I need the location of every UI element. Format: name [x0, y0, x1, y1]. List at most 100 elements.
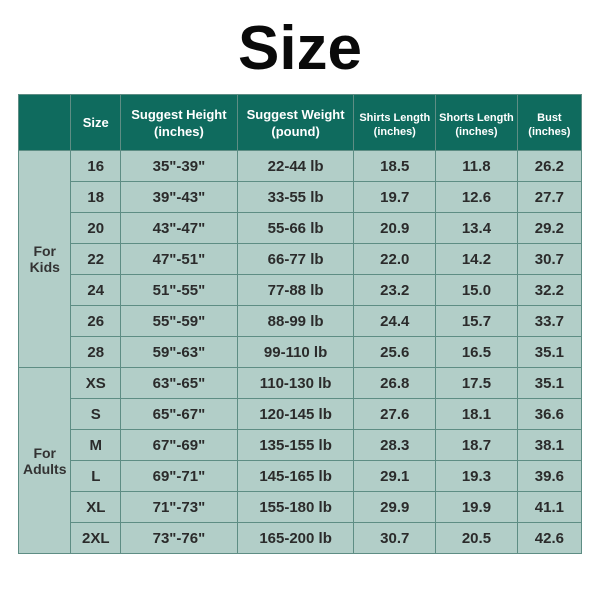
cell-shirts: 30.7	[354, 523, 436, 554]
cell-bust: 35.1	[517, 368, 581, 399]
column-header-shorts: Shorts Length(inches)	[436, 95, 518, 151]
cell-shorts: 18.7	[436, 430, 518, 461]
cell-weight: 145-165 lb	[237, 461, 354, 492]
cell-weight: 99-110 lb	[237, 337, 354, 368]
cell-shirts: 27.6	[354, 399, 436, 430]
cell-height: 69"-71"	[121, 461, 238, 492]
cell-weight: 120-145 lb	[237, 399, 354, 430]
cell-size: 26	[71, 306, 121, 337]
cell-size: 2XL	[71, 523, 121, 554]
cell-height: 73"-76"	[121, 523, 238, 554]
cell-bust: 35.1	[517, 337, 581, 368]
table-row: L69"-71"145-165 lb29.119.339.6	[19, 461, 582, 492]
table-row: 2XL73"-76"165-200 lb30.720.542.6	[19, 523, 582, 554]
cell-size: S	[71, 399, 121, 430]
cell-shirts: 20.9	[354, 213, 436, 244]
cell-shorts: 19.3	[436, 461, 518, 492]
table-row: 1839"-43"33-55 lb19.712.627.7	[19, 182, 582, 213]
cell-shirts: 28.3	[354, 430, 436, 461]
cell-weight: 165-200 lb	[237, 523, 354, 554]
cell-height: 67"-69"	[121, 430, 238, 461]
cell-weight: 55-66 lb	[237, 213, 354, 244]
cell-height: 43"-47"	[121, 213, 238, 244]
cell-weight: 135-155 lb	[237, 430, 354, 461]
cell-bust: 36.6	[517, 399, 581, 430]
cell-size: 22	[71, 244, 121, 275]
cell-weight: 88-99 lb	[237, 306, 354, 337]
cell-height: 63"-65"	[121, 368, 238, 399]
cell-size: 24	[71, 275, 121, 306]
table-row: 2247"-51"66-77 lb22.014.230.7	[19, 244, 582, 275]
table-row: ForKids1635"-39"22-44 lb18.511.826.2	[19, 151, 582, 182]
cell-shorts: 17.5	[436, 368, 518, 399]
cell-weight: 155-180 lb	[237, 492, 354, 523]
cell-height: 39"-43"	[121, 182, 238, 213]
cell-size: M	[71, 430, 121, 461]
cell-weight: 77-88 lb	[237, 275, 354, 306]
page-title: Size	[0, 0, 600, 94]
cell-shirts: 25.6	[354, 337, 436, 368]
cell-bust: 42.6	[517, 523, 581, 554]
cell-size: 28	[71, 337, 121, 368]
cell-shorts: 20.5	[436, 523, 518, 554]
group-label: ForKids	[19, 151, 71, 368]
cell-shorts: 18.1	[436, 399, 518, 430]
cell-weight: 22-44 lb	[237, 151, 354, 182]
cell-shorts: 12.6	[436, 182, 518, 213]
cell-shorts: 15.0	[436, 275, 518, 306]
cell-size: L	[71, 461, 121, 492]
table-row: 2451"-55"77-88 lb23.215.032.2	[19, 275, 582, 306]
cell-size: XL	[71, 492, 121, 523]
cell-bust: 26.2	[517, 151, 581, 182]
table-row: S65"-67"120-145 lb27.618.136.6	[19, 399, 582, 430]
cell-shorts: 16.5	[436, 337, 518, 368]
cell-size: XS	[71, 368, 121, 399]
cell-weight: 66-77 lb	[237, 244, 354, 275]
column-header-height: Suggest Height(inches)	[121, 95, 238, 151]
cell-height: 65"-67"	[121, 399, 238, 430]
cell-height: 47"-51"	[121, 244, 238, 275]
cell-bust: 38.1	[517, 430, 581, 461]
cell-shirts: 18.5	[354, 151, 436, 182]
cell-weight: 33-55 lb	[237, 182, 354, 213]
cell-bust: 29.2	[517, 213, 581, 244]
cell-height: 51"-55"	[121, 275, 238, 306]
cell-shirts: 29.9	[354, 492, 436, 523]
cell-shorts: 11.8	[436, 151, 518, 182]
cell-shirts: 26.8	[354, 368, 436, 399]
cell-size: 16	[71, 151, 121, 182]
cell-shorts: 15.7	[436, 306, 518, 337]
cell-shorts: 14.2	[436, 244, 518, 275]
table-row: XL71"-73"155-180 lb29.919.941.1	[19, 492, 582, 523]
cell-shirts: 22.0	[354, 244, 436, 275]
column-header-size: Size	[71, 95, 121, 151]
size-chart-table: SizeSuggest Height(inches)Suggest Weight…	[18, 94, 582, 554]
cell-weight: 110-130 lb	[237, 368, 354, 399]
cell-bust: 33.7	[517, 306, 581, 337]
table-row: 2655"-59"88-99 lb24.415.733.7	[19, 306, 582, 337]
cell-size: 18	[71, 182, 121, 213]
table-row: 2859"-63"99-110 lb25.616.535.1	[19, 337, 582, 368]
cell-shirts: 19.7	[354, 182, 436, 213]
cell-height: 55"-59"	[121, 306, 238, 337]
table-row: 2043"-47"55-66 lb20.913.429.2	[19, 213, 582, 244]
size-chart-container: SizeSuggest Height(inches)Suggest Weight…	[0, 94, 600, 600]
cell-bust: 27.7	[517, 182, 581, 213]
column-header-weight: Suggest Weight(pound)	[237, 95, 354, 151]
cell-size: 20	[71, 213, 121, 244]
column-header-shirts: Shirts Length(inches)	[354, 95, 436, 151]
cell-bust: 41.1	[517, 492, 581, 523]
cell-shirts: 23.2	[354, 275, 436, 306]
group-label: ForAdults	[19, 368, 71, 554]
cell-height: 71"-73"	[121, 492, 238, 523]
cell-bust: 32.2	[517, 275, 581, 306]
cell-height: 59"-63"	[121, 337, 238, 368]
cell-bust: 30.7	[517, 244, 581, 275]
cell-shirts: 29.1	[354, 461, 436, 492]
column-header-bust: Bust(inches)	[517, 95, 581, 151]
cell-bust: 39.6	[517, 461, 581, 492]
cell-shorts: 19.9	[436, 492, 518, 523]
cell-shirts: 24.4	[354, 306, 436, 337]
table-row: ForAdultsXS63"-65"110-130 lb26.817.535.1	[19, 368, 582, 399]
cell-shorts: 13.4	[436, 213, 518, 244]
